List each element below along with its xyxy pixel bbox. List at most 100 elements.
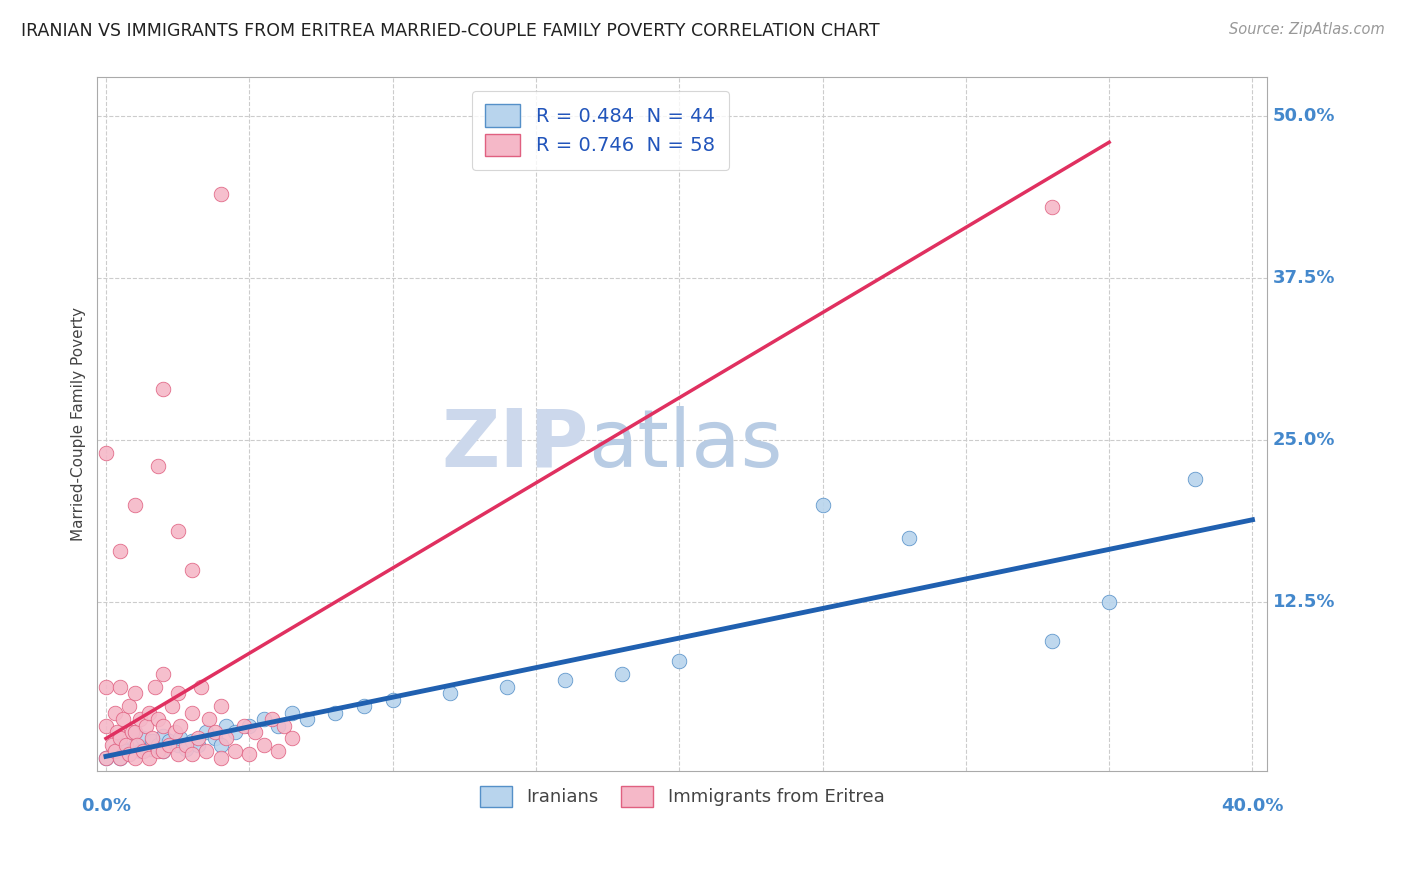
Point xyxy=(1184,472,1206,486)
Point xyxy=(115,744,138,758)
Point xyxy=(94,718,117,732)
Point xyxy=(353,699,375,714)
Point xyxy=(118,747,141,761)
Point xyxy=(138,742,160,756)
Point xyxy=(103,744,125,758)
Point xyxy=(146,738,169,752)
Point xyxy=(132,744,155,758)
Point xyxy=(262,712,284,726)
Y-axis label: Married-Couple Family Poverty: Married-Couple Family Poverty xyxy=(72,307,86,541)
Point xyxy=(124,738,146,752)
Point xyxy=(138,706,160,720)
Point xyxy=(152,744,174,758)
Point xyxy=(121,725,143,739)
Point xyxy=(166,524,188,538)
Point xyxy=(146,459,169,474)
Point xyxy=(181,734,204,748)
Text: ZIP: ZIP xyxy=(441,406,589,484)
Text: 25.0%: 25.0% xyxy=(1272,432,1336,450)
Point xyxy=(94,751,117,765)
Point xyxy=(94,446,117,460)
Point xyxy=(238,747,260,761)
Point xyxy=(1040,200,1063,214)
Point xyxy=(267,718,290,732)
Point xyxy=(143,680,166,694)
Point xyxy=(195,725,218,739)
Point xyxy=(118,747,141,761)
Point xyxy=(118,699,141,714)
Point xyxy=(198,712,221,726)
Point xyxy=(554,673,576,688)
Point xyxy=(897,531,920,545)
Point xyxy=(323,706,346,720)
Point xyxy=(94,751,117,765)
Point xyxy=(174,742,197,756)
Point xyxy=(215,718,238,732)
Text: Source: ZipAtlas.com: Source: ZipAtlas.com xyxy=(1229,22,1385,37)
Point xyxy=(209,738,232,752)
Point xyxy=(166,686,188,700)
Point xyxy=(110,738,132,752)
Point xyxy=(295,712,318,726)
Point xyxy=(112,712,135,726)
Point xyxy=(152,718,174,732)
Point xyxy=(668,654,690,668)
Point xyxy=(115,738,138,752)
Point xyxy=(103,706,125,720)
Point xyxy=(439,686,461,700)
Point xyxy=(243,725,266,739)
Point xyxy=(146,712,169,726)
Point xyxy=(110,680,132,694)
Point xyxy=(224,725,246,739)
Point xyxy=(811,498,834,512)
Point xyxy=(169,718,191,732)
Text: atlas: atlas xyxy=(589,406,783,484)
Point xyxy=(496,680,519,694)
Text: 0.0%: 0.0% xyxy=(82,797,131,814)
Point xyxy=(381,692,404,706)
Point xyxy=(152,744,174,758)
Point xyxy=(129,712,152,726)
Point xyxy=(94,680,117,694)
Point xyxy=(163,725,186,739)
Point xyxy=(215,731,238,746)
Point xyxy=(107,725,129,739)
Point xyxy=(110,543,132,558)
Text: 50.0%: 50.0% xyxy=(1272,107,1336,125)
Point xyxy=(124,725,146,739)
Point xyxy=(238,718,260,732)
Point xyxy=(110,731,132,746)
Point xyxy=(146,744,169,758)
Point xyxy=(252,738,274,752)
Point xyxy=(169,731,191,746)
Point xyxy=(610,666,633,681)
Point xyxy=(124,686,146,700)
Point xyxy=(132,731,155,746)
Point xyxy=(152,382,174,396)
Point xyxy=(152,729,174,743)
Point xyxy=(224,744,246,758)
Point xyxy=(273,718,295,732)
Text: IRANIAN VS IMMIGRANTS FROM ERITREA MARRIED-COUPLE FAMILY POVERTY CORRELATION CHA: IRANIAN VS IMMIGRANTS FROM ERITREA MARRI… xyxy=(21,22,880,40)
Point xyxy=(195,744,218,758)
Point xyxy=(187,738,209,752)
Point xyxy=(100,738,122,752)
Point xyxy=(204,725,226,739)
Point xyxy=(181,563,204,577)
Point xyxy=(166,738,188,752)
Point xyxy=(110,751,132,765)
Point xyxy=(129,744,152,758)
Point xyxy=(252,712,274,726)
Point xyxy=(1040,634,1063,648)
Point xyxy=(190,680,212,694)
Point xyxy=(281,706,304,720)
Point xyxy=(138,751,160,765)
Text: 40.0%: 40.0% xyxy=(1222,797,1284,814)
Point xyxy=(124,498,146,512)
Point xyxy=(174,738,197,752)
Point xyxy=(166,747,188,761)
Point xyxy=(232,718,254,732)
Point xyxy=(209,187,232,202)
Text: 37.5%: 37.5% xyxy=(1272,269,1336,287)
Point xyxy=(141,731,163,746)
